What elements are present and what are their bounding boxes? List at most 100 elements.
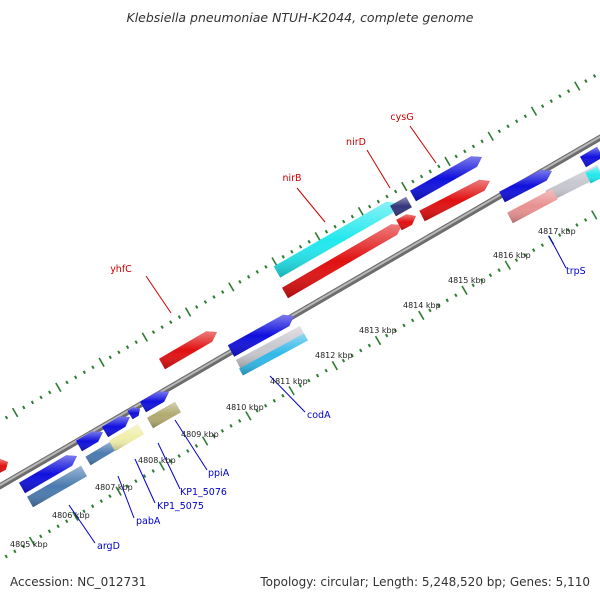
kbp-label: 4817 kbp xyxy=(538,227,576,236)
minor-tick xyxy=(324,229,329,234)
outer-tick-ring xyxy=(4,74,597,420)
minor-tick xyxy=(514,258,519,263)
gene-label-KP1_5076[interactable]: KP1_5076 xyxy=(180,487,227,498)
major-tick xyxy=(487,131,494,142)
minor-tick xyxy=(160,325,164,329)
minor-tick xyxy=(454,154,458,159)
minor-tick xyxy=(290,249,294,254)
gene-label-nirD[interactable]: nirD xyxy=(346,137,366,148)
minor-tick xyxy=(549,99,553,104)
gene-label-ppiA[interactable]: ppiA xyxy=(208,468,230,479)
kbp-label: 4814 kbp xyxy=(403,301,441,310)
kbp-label: 4805 kbp xyxy=(10,540,48,549)
minor-tick xyxy=(506,124,510,129)
leader-nirD xyxy=(366,149,391,189)
minor-tick xyxy=(385,333,389,338)
minor-tick xyxy=(65,519,69,524)
minor-tick xyxy=(212,434,216,438)
minor-tick xyxy=(186,449,190,453)
kbp-label: 4808 kbp xyxy=(138,456,176,465)
leader-argD xyxy=(68,504,96,544)
major-tick xyxy=(11,407,19,418)
gene-label-trpS[interactable]: trpS xyxy=(566,266,586,277)
minor-tick xyxy=(341,358,346,363)
gene-blue-codA-shading xyxy=(227,314,294,357)
gene-label-codA[interactable]: codA xyxy=(307,410,331,421)
gene-label-pabA[interactable]: pabA xyxy=(136,516,161,527)
minor-tick xyxy=(557,233,562,237)
major-tick xyxy=(28,536,36,547)
gene-lightblue-codA-shading xyxy=(239,333,308,376)
gene-steel-2-shading xyxy=(85,441,116,466)
minor-tick xyxy=(263,403,268,408)
minor-tick xyxy=(169,320,173,324)
gene-label-KP1_5075[interactable]: KP1_5075 xyxy=(157,501,204,512)
minor-tick xyxy=(91,504,95,509)
major-tick xyxy=(314,231,321,242)
gene-features[interactable] xyxy=(0,146,600,508)
gene-red-small-shading xyxy=(396,214,416,231)
minor-tick xyxy=(471,144,476,149)
gene-label-yhfC[interactable]: yhfC xyxy=(110,264,132,275)
gene-label-callouts xyxy=(68,125,567,544)
minor-tick xyxy=(238,418,242,423)
minor-tick xyxy=(82,370,86,375)
minor-tick xyxy=(454,293,458,298)
reverse-gene-labels: argD pabA KP1_5075 KP1_5076 ppiA codA tr… xyxy=(97,266,586,552)
minor-tick xyxy=(91,365,95,370)
minor-tick xyxy=(151,330,156,335)
minor-tick xyxy=(471,283,475,288)
minor-tick xyxy=(497,129,502,134)
minor-tick xyxy=(445,298,449,303)
minor-tick xyxy=(134,479,138,483)
major-tick xyxy=(141,332,149,342)
minor-tick xyxy=(592,74,597,78)
gene-label-cysG[interactable]: cysG xyxy=(390,112,413,123)
minor-tick xyxy=(402,323,406,328)
accession-text: Accession: NC_012731 xyxy=(10,575,147,589)
minor-tick xyxy=(463,149,467,154)
gene-cyan-nirB-shading xyxy=(273,201,397,278)
kbp-label: 4812 kbp xyxy=(315,351,353,360)
minor-tick xyxy=(324,368,328,373)
minor-tick xyxy=(523,253,527,258)
leader-nirB xyxy=(296,187,326,223)
minor-tick xyxy=(350,214,355,219)
gene-blue-4-shading xyxy=(127,407,140,420)
gene-yellow-pabA-shading xyxy=(109,423,144,452)
major-tick xyxy=(55,382,62,393)
minor-tick xyxy=(437,164,441,169)
minor-tick xyxy=(523,114,528,119)
gene-label-argD[interactable]: argD xyxy=(97,541,120,552)
kbp-label: 4813 kbp xyxy=(359,326,397,335)
major-tick xyxy=(158,461,166,471)
major-tick xyxy=(228,282,235,292)
minor-tick xyxy=(255,269,259,274)
minor-tick xyxy=(307,378,311,383)
gene-blue-ppiA-shading xyxy=(140,391,169,413)
kbp-label: 4806 kbp xyxy=(52,511,90,520)
major-tick xyxy=(288,385,295,396)
minor-tick xyxy=(376,199,380,204)
minor-tick xyxy=(203,300,208,304)
gene-blue-argD-shading xyxy=(19,455,77,494)
minor-tick xyxy=(142,474,147,478)
leader-trpS xyxy=(548,235,567,269)
gene-label-nirB[interactable]: nirB xyxy=(282,173,301,184)
minor-tick xyxy=(298,383,302,388)
minor-tick xyxy=(4,554,8,559)
minor-tick xyxy=(298,244,303,249)
minor-tick xyxy=(515,119,519,124)
minor-tick xyxy=(410,318,415,323)
gene-steel-argD-shading xyxy=(27,465,87,508)
major-tick xyxy=(115,486,122,496)
kbp-label: 4815 kbp xyxy=(448,276,486,285)
gene-blue-2-shading xyxy=(76,431,103,452)
gene-blue-3-shading xyxy=(101,416,130,438)
minor-tick xyxy=(488,273,493,278)
minor-tick xyxy=(583,218,588,222)
gene-red-nirB-shading xyxy=(282,224,402,299)
minor-tick xyxy=(22,405,26,410)
gene-red-cysG-shading xyxy=(419,179,490,222)
